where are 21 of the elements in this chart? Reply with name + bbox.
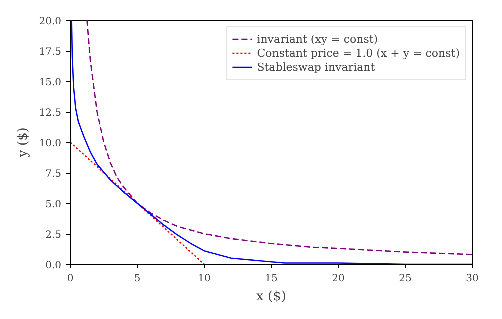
x-tick-label: 0 [67, 274, 74, 284]
y-tick-label: 15.0 [39, 78, 62, 88]
y-tick-label: 5.0 [46, 200, 62, 210]
y-axis-title: y ($) [16, 128, 32, 158]
x-tick-label: 10 [198, 274, 211, 284]
x-axis-title: x ($) [256, 290, 286, 304]
x-tick-label: 15 [265, 274, 278, 284]
x-tick-label: 25 [399, 274, 412, 284]
legend-label: Constant price = 1.0 (x + y = const) [257, 46, 460, 60]
x-tick-label: 20 [332, 274, 345, 284]
y-tick-label: 2.5 [46, 230, 62, 241]
y-tick-label: 17.5 [39, 47, 62, 58]
y-tick-label: 12.5 [39, 108, 62, 119]
legend-label: Stableswap invariant [257, 60, 376, 74]
y-tick-label: 10.0 [39, 138, 62, 150]
x-tick-label: 30 [466, 274, 479, 284]
legend-label: invariant (xy = const) [257, 32, 378, 46]
y-tick-label: 7.5 [46, 169, 62, 180]
y-tick-label: 0.0 [46, 260, 62, 272]
x-tick-label: 5 [134, 274, 141, 284]
y-tick-label: 20.0 [39, 16, 62, 28]
